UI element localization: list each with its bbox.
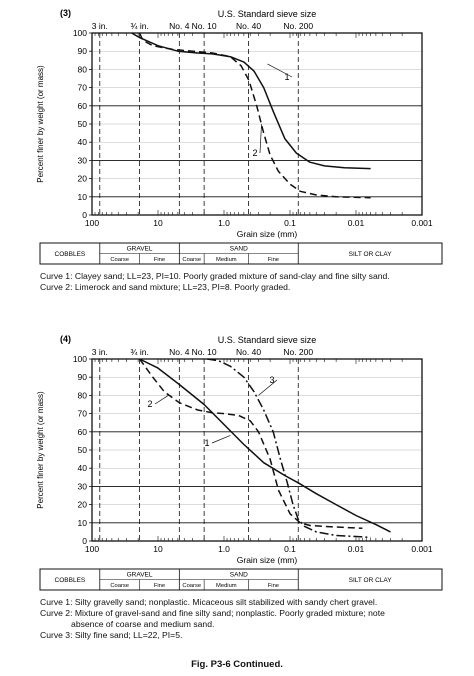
series-1-line [131,32,371,170]
y-tick-label: 90 [78,372,88,382]
gravel-label: GRAVEL [127,572,153,579]
y-tick-label: 0 [82,210,87,220]
series-label-leader [267,63,293,78]
sand-fine-label: Fine [268,257,279,263]
series-label-leader [258,379,278,396]
y-tick-label: 50 [78,445,88,455]
sieve-label: No. 40 [236,347,261,357]
x-tick-label: 1.0 [218,218,230,228]
chart-4-caption-3: absence of coarse and medium sand. [40,619,215,629]
chart-3-caption-1: Curve 1: Clayey sand; LL=23, PI=10. Poor… [40,271,390,281]
panel-number: (4) [60,334,71,344]
y-tick-label: 70 [78,83,88,93]
series-2-label: 2 [147,399,152,409]
y-tick-label: 100 [73,28,87,38]
x-axis-label: Grain size (mm) [237,229,298,239]
y-tick-label: 30 [78,155,88,165]
sand-fine-label: Fine [268,583,279,589]
y-tick-label: 80 [78,390,88,400]
sieve-label: No. 4 [169,21,190,31]
series-3-line [207,358,371,539]
sieve-title: U.S. Standard sieve size [218,335,317,345]
y-tick-label: 20 [78,174,88,184]
gravel-fine-label: Fine [154,257,165,263]
x-tick-label: 0.001 [411,218,433,228]
gravel-fine-label: Fine [154,583,165,589]
chart-4-caption-2: Curve 2: Mixture of gravel-sand and fine… [40,608,385,618]
sand-label: SAND [230,246,248,253]
sand-medium-label: Medium [216,583,237,589]
y-axis-label: Percent finer by weight (or mass) [36,65,45,183]
chart-4: (4) U.S. Standard sieve size 3 in. ¾ in. No.… [36,334,443,591]
sand-label: SAND [230,572,248,579]
y-axis-label: Percent finer by weight (or mass) [36,391,45,509]
y-tick-label: 40 [78,137,88,147]
sieve-label: No. 10 [192,347,217,357]
y-tick-label: 90 [78,46,88,56]
cobbles-label: COBBLES [55,577,86,584]
gravel-label: GRAVEL [127,246,153,253]
sieve-label: 3 in. [92,347,108,357]
x-tick-label: 100 [85,544,99,554]
y-tick-label: 60 [78,101,88,111]
gravel-coarse-label: Coarse [110,257,129,263]
series-label-leader [154,395,169,405]
series-label-leader [259,123,262,154]
x-tick-label: 0.01 [348,544,365,554]
sieve-label: ¾ in. [130,347,148,357]
sieve-label: No. 10 [192,21,217,31]
sieve-label: No. 4 [169,347,190,357]
y-tick-label: 60 [78,427,88,437]
y-tick-label: 30 [78,481,88,491]
silt-clay-label: SILT OR CLAY [349,577,393,584]
cobbles-label: COBBLES [55,251,86,258]
y-tick-label: 0 [82,536,87,546]
sieve-label: No. 200 [283,347,313,357]
sieve-label: 3 in. [92,21,108,31]
x-axis-label: Grain size (mm) [237,555,298,565]
y-tick-label: 80 [78,64,88,74]
series-1-line [139,358,391,533]
chart-4-caption-1: Curve 1: Silty gravelly sand; nonplastic… [40,597,378,607]
sieve-label: No. 40 [236,21,261,31]
y-tick-label: 100 [73,354,87,364]
series-2-line [138,358,363,530]
classification-table [39,568,443,591]
series-2-label: 2 [252,148,257,158]
chart-4-caption-4: Curve 3: Silty fine sand; LL=22, PI=5. [40,630,183,640]
chart-3-caption-2: Curve 2: Limerock and sand mixture; LL=2… [40,282,291,292]
figure-caption: Fig. P3-6 Continued. [191,659,283,670]
sand-coarse-label: Coarse [182,583,201,589]
x-tick-label: 0.1 [284,544,296,554]
x-tick-label: 1.0 [218,544,230,554]
classification-table [39,242,443,265]
sieve-label: ¾ in. [130,21,148,31]
x-tick-label: 0.01 [348,218,365,228]
chart-3: (3) U.S. Standard sieve size 3 in. ¾ in. No.… [36,8,443,265]
silt-clay-label: SILT OR CLAY [349,251,393,258]
series-label-leader [211,435,231,444]
sieve-label: No. 200 [283,21,313,31]
sieve-title: U.S. Standard sieve size [218,9,317,19]
x-tick-label: 10 [153,544,163,554]
x-tick-label: 0.1 [284,218,296,228]
gravel-coarse-label: Coarse [110,583,129,589]
x-tick-label: 10 [153,218,163,228]
sand-coarse-label: Coarse [182,257,201,263]
y-tick-label: 10 [78,518,88,528]
series-1-label: 1 [284,72,289,82]
series-1-label: 1 [204,438,209,448]
y-tick-label: 50 [78,119,88,129]
panel-number: (3) [60,8,71,18]
series-3-label: 3 [269,375,274,385]
y-tick-label: 20 [78,500,88,510]
x-tick-label: 0.001 [411,544,433,554]
x-tick-label: 100 [85,218,99,228]
series-2-line [138,32,371,199]
y-tick-label: 40 [78,463,88,473]
y-tick-label: 10 [78,192,88,202]
y-tick-label: 70 [78,409,88,419]
sand-medium-label: Medium [216,257,237,263]
